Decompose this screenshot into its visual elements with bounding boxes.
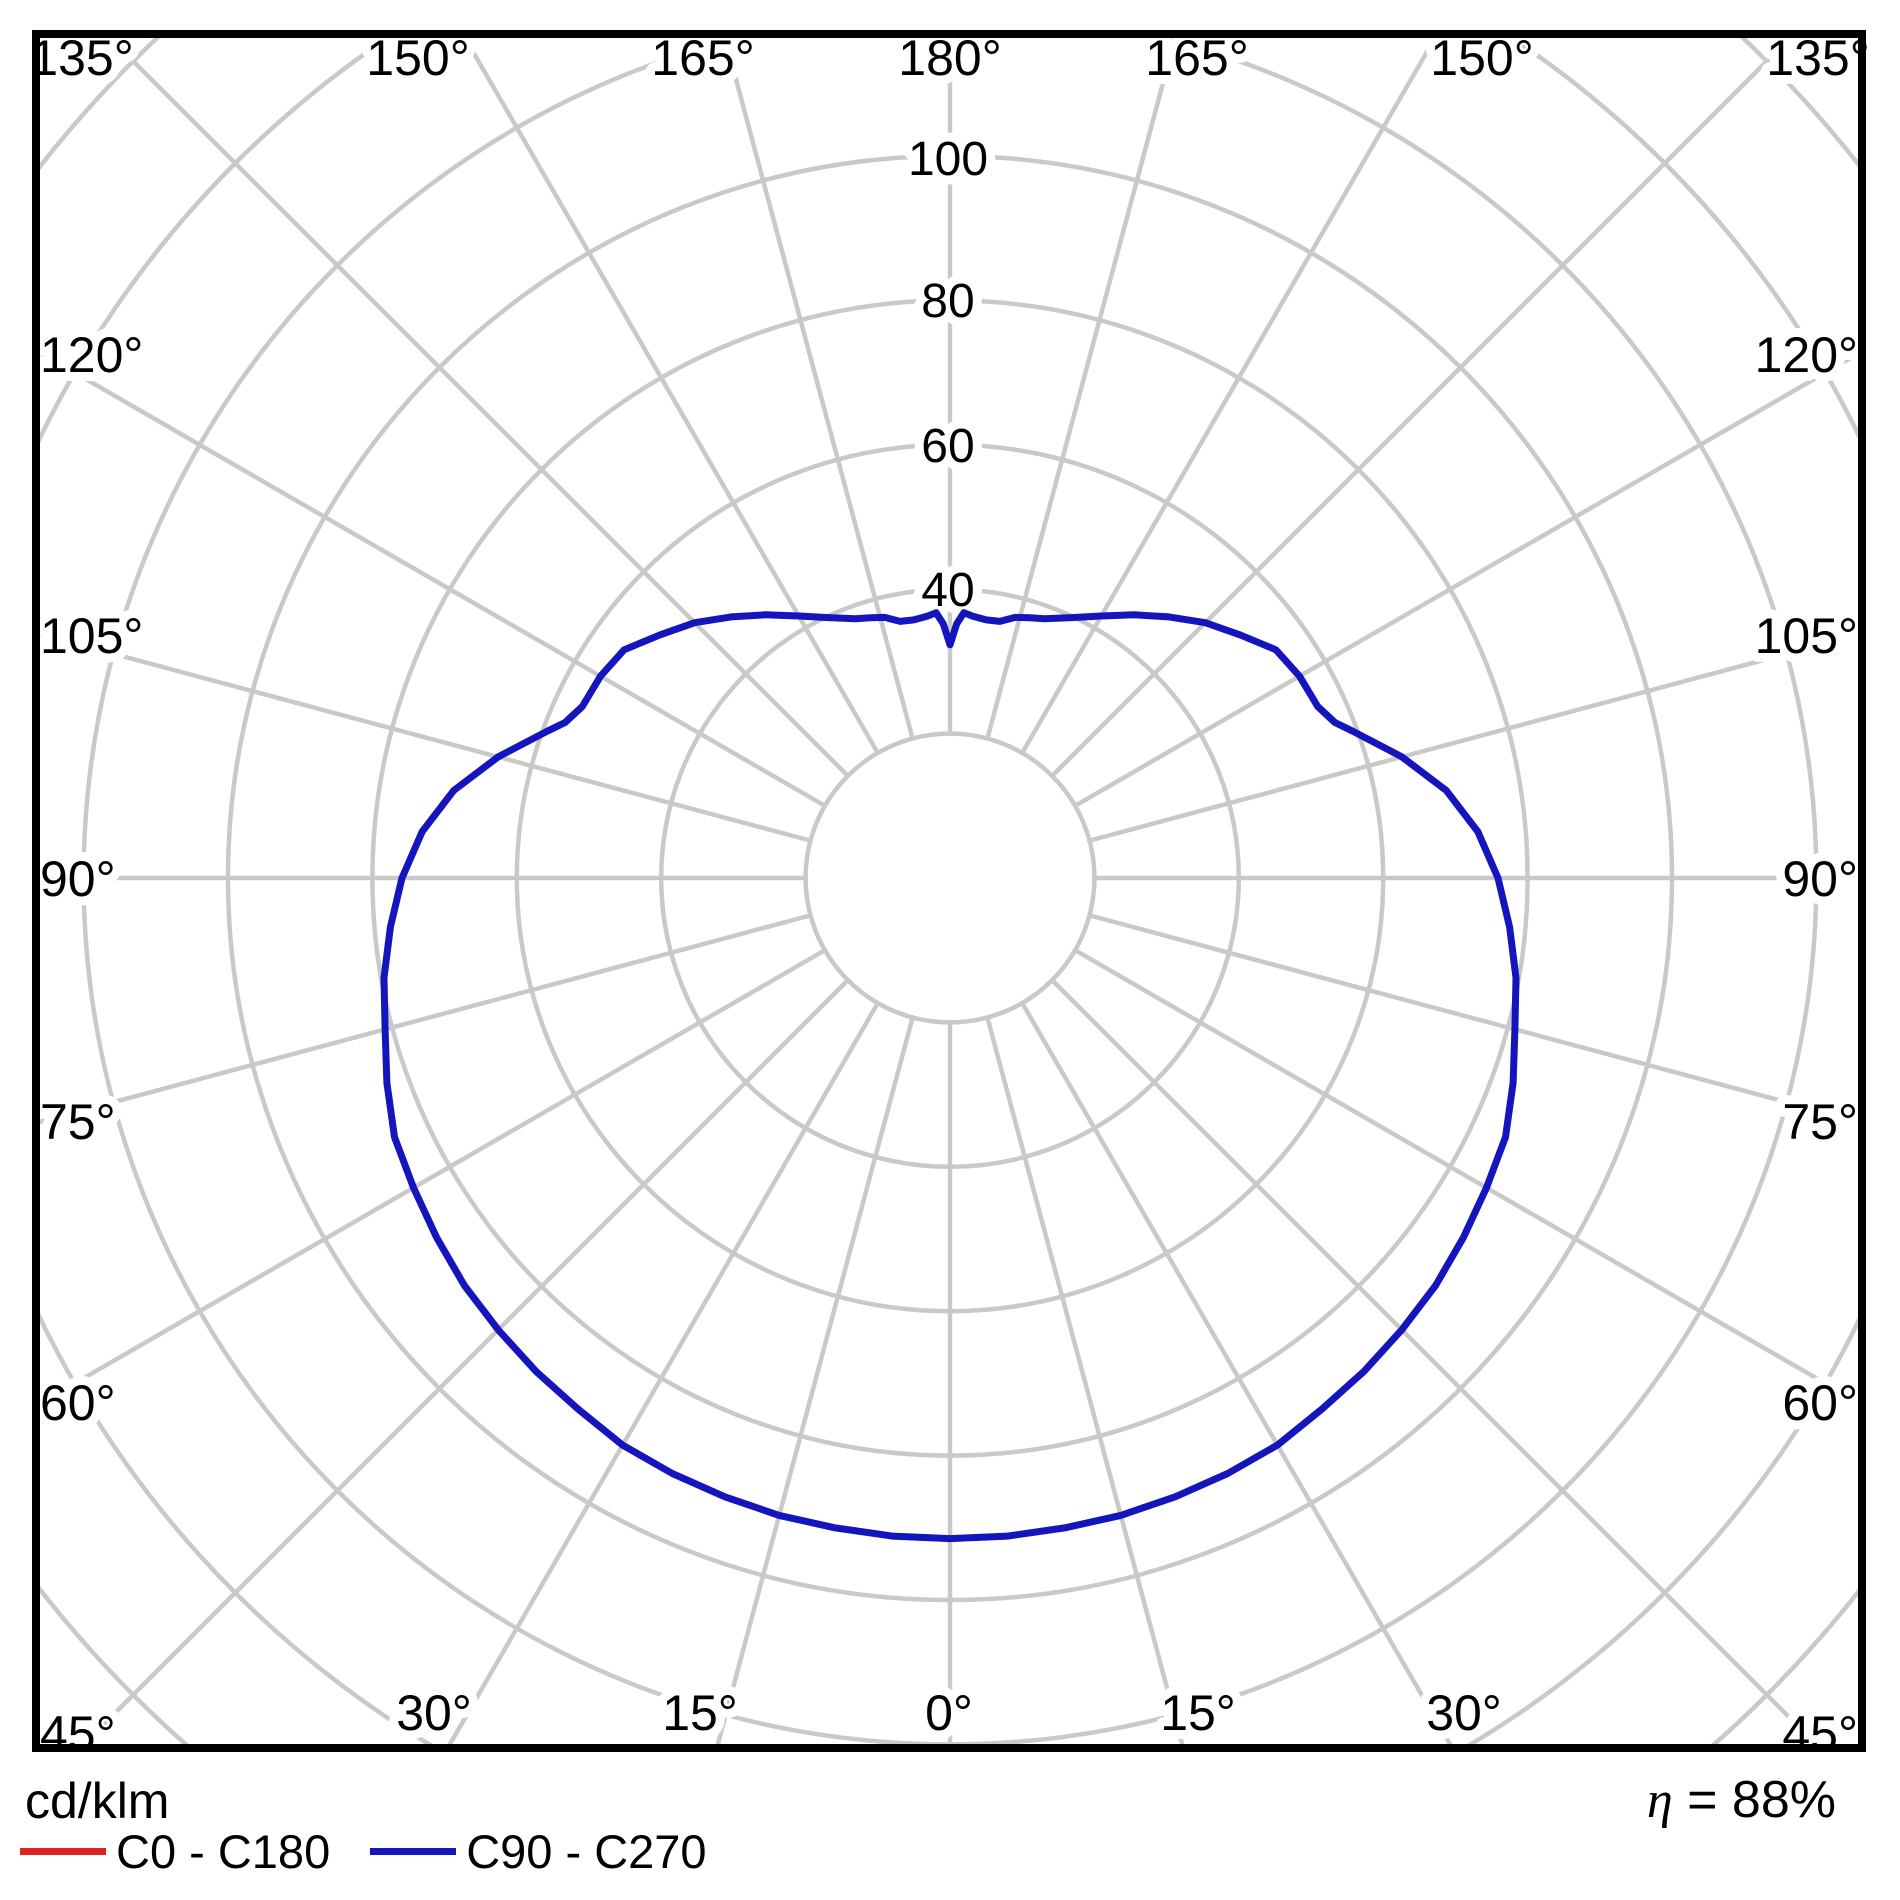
angle-label-top-5: 150° — [1430, 30, 1533, 86]
angle-label-top-1: 150° — [366, 30, 469, 86]
eta-symbol: η — [1646, 1772, 1673, 1829]
grid-spoke-105 — [1088, 631, 1862, 843]
grid-spoke-15 — [985, 1016, 1186, 1748]
radial-tick-40: 40 — [921, 564, 974, 617]
radial-tick-80: 80 — [921, 275, 974, 328]
grid-spoke-45 — [1050, 978, 1824, 1748]
legend-swatch-red — [20, 1848, 106, 1855]
grid-spoke-60 — [1073, 948, 1862, 1408]
grid-spoke-255 — [36, 630, 812, 843]
angle-label-top-0: 135° — [30, 30, 133, 86]
eta-value: = 88% — [1687, 1771, 1836, 1829]
angle-label-left-2: 90° — [40, 851, 116, 907]
grid-spoke-135 — [1050, 34, 1798, 778]
angle-label-top-3: 180° — [898, 30, 1001, 86]
angle-label-bottom-1: 15° — [662, 1685, 738, 1741]
angle-label-bottom-2: 0° — [925, 1685, 973, 1741]
grid-spoke-120 — [1073, 348, 1862, 808]
angle-label-top-4: 165° — [1145, 30, 1248, 86]
grid-spoke-240 — [36, 347, 827, 808]
angle-label-right-2: 90° — [1782, 851, 1858, 907]
angle-label-right-5: 45° — [1782, 1706, 1858, 1762]
angle-label-bottom-3: 15° — [1160, 1685, 1236, 1741]
curve-C90-C270 — [380, 609, 1520, 1543]
units-label: cd/klm — [25, 1773, 170, 1829]
angle-label-right-3: 75° — [1782, 1094, 1858, 1150]
grid-spoke-225 — [102, 34, 850, 778]
angle-label-right-1: 105° — [1755, 608, 1858, 664]
legend-swatch-blue — [370, 1848, 457, 1855]
radial-tick-60: 60 — [921, 420, 974, 473]
grid-spoke-195 — [721, 34, 915, 740]
legend-label-c0-c180: C0 - C180 — [116, 1825, 331, 1878]
angle-label-top-6: 135° — [1766, 30, 1869, 86]
grid-spoke-315 — [76, 978, 850, 1748]
angle-label-left-0: 120° — [40, 327, 143, 383]
grid-spoke-285 — [36, 913, 812, 1126]
angle-label-right-0: 120° — [1755, 327, 1858, 383]
legend-item-c0-c180: C0 - C180 — [20, 1824, 330, 1879]
efficiency-label: η = 88% — [1647, 1770, 1836, 1830]
angle-label-bottom-4: 30° — [1426, 1685, 1502, 1741]
grid-spoke-165 — [985, 34, 1179, 740]
radial-tick-100: 100 — [908, 133, 988, 186]
legend: C0 - C180 C90 - C270 — [20, 1824, 707, 1879]
legend-item-c90-c270: C90 - C270 — [370, 1824, 707, 1879]
angle-label-left-4: 60° — [40, 1375, 116, 1431]
grid-spoke-150 — [1020, 34, 1440, 755]
grid-spoke-75 — [1088, 913, 1862, 1125]
grid-spoke-345 — [714, 1016, 915, 1748]
angle-label-bottom-0: 30° — [396, 1685, 472, 1741]
grid-spoke-330 — [445, 1001, 880, 1748]
angle-label-right-4: 60° — [1782, 1375, 1858, 1431]
legend-label-c90-c270: C90 - C270 — [466, 1825, 707, 1878]
grid-spoke-210 — [460, 34, 880, 755]
grid-spoke-300 — [36, 948, 827, 1409]
angle-label-left-1: 105° — [40, 608, 143, 664]
angle-label-left-5: 45° — [40, 1706, 116, 1762]
grid-spoke-30 — [1020, 1001, 1455, 1748]
angle-label-top-2: 165° — [651, 30, 754, 86]
angle-label-left-3: 75° — [40, 1094, 116, 1150]
plot-frame — [32, 30, 1866, 1752]
